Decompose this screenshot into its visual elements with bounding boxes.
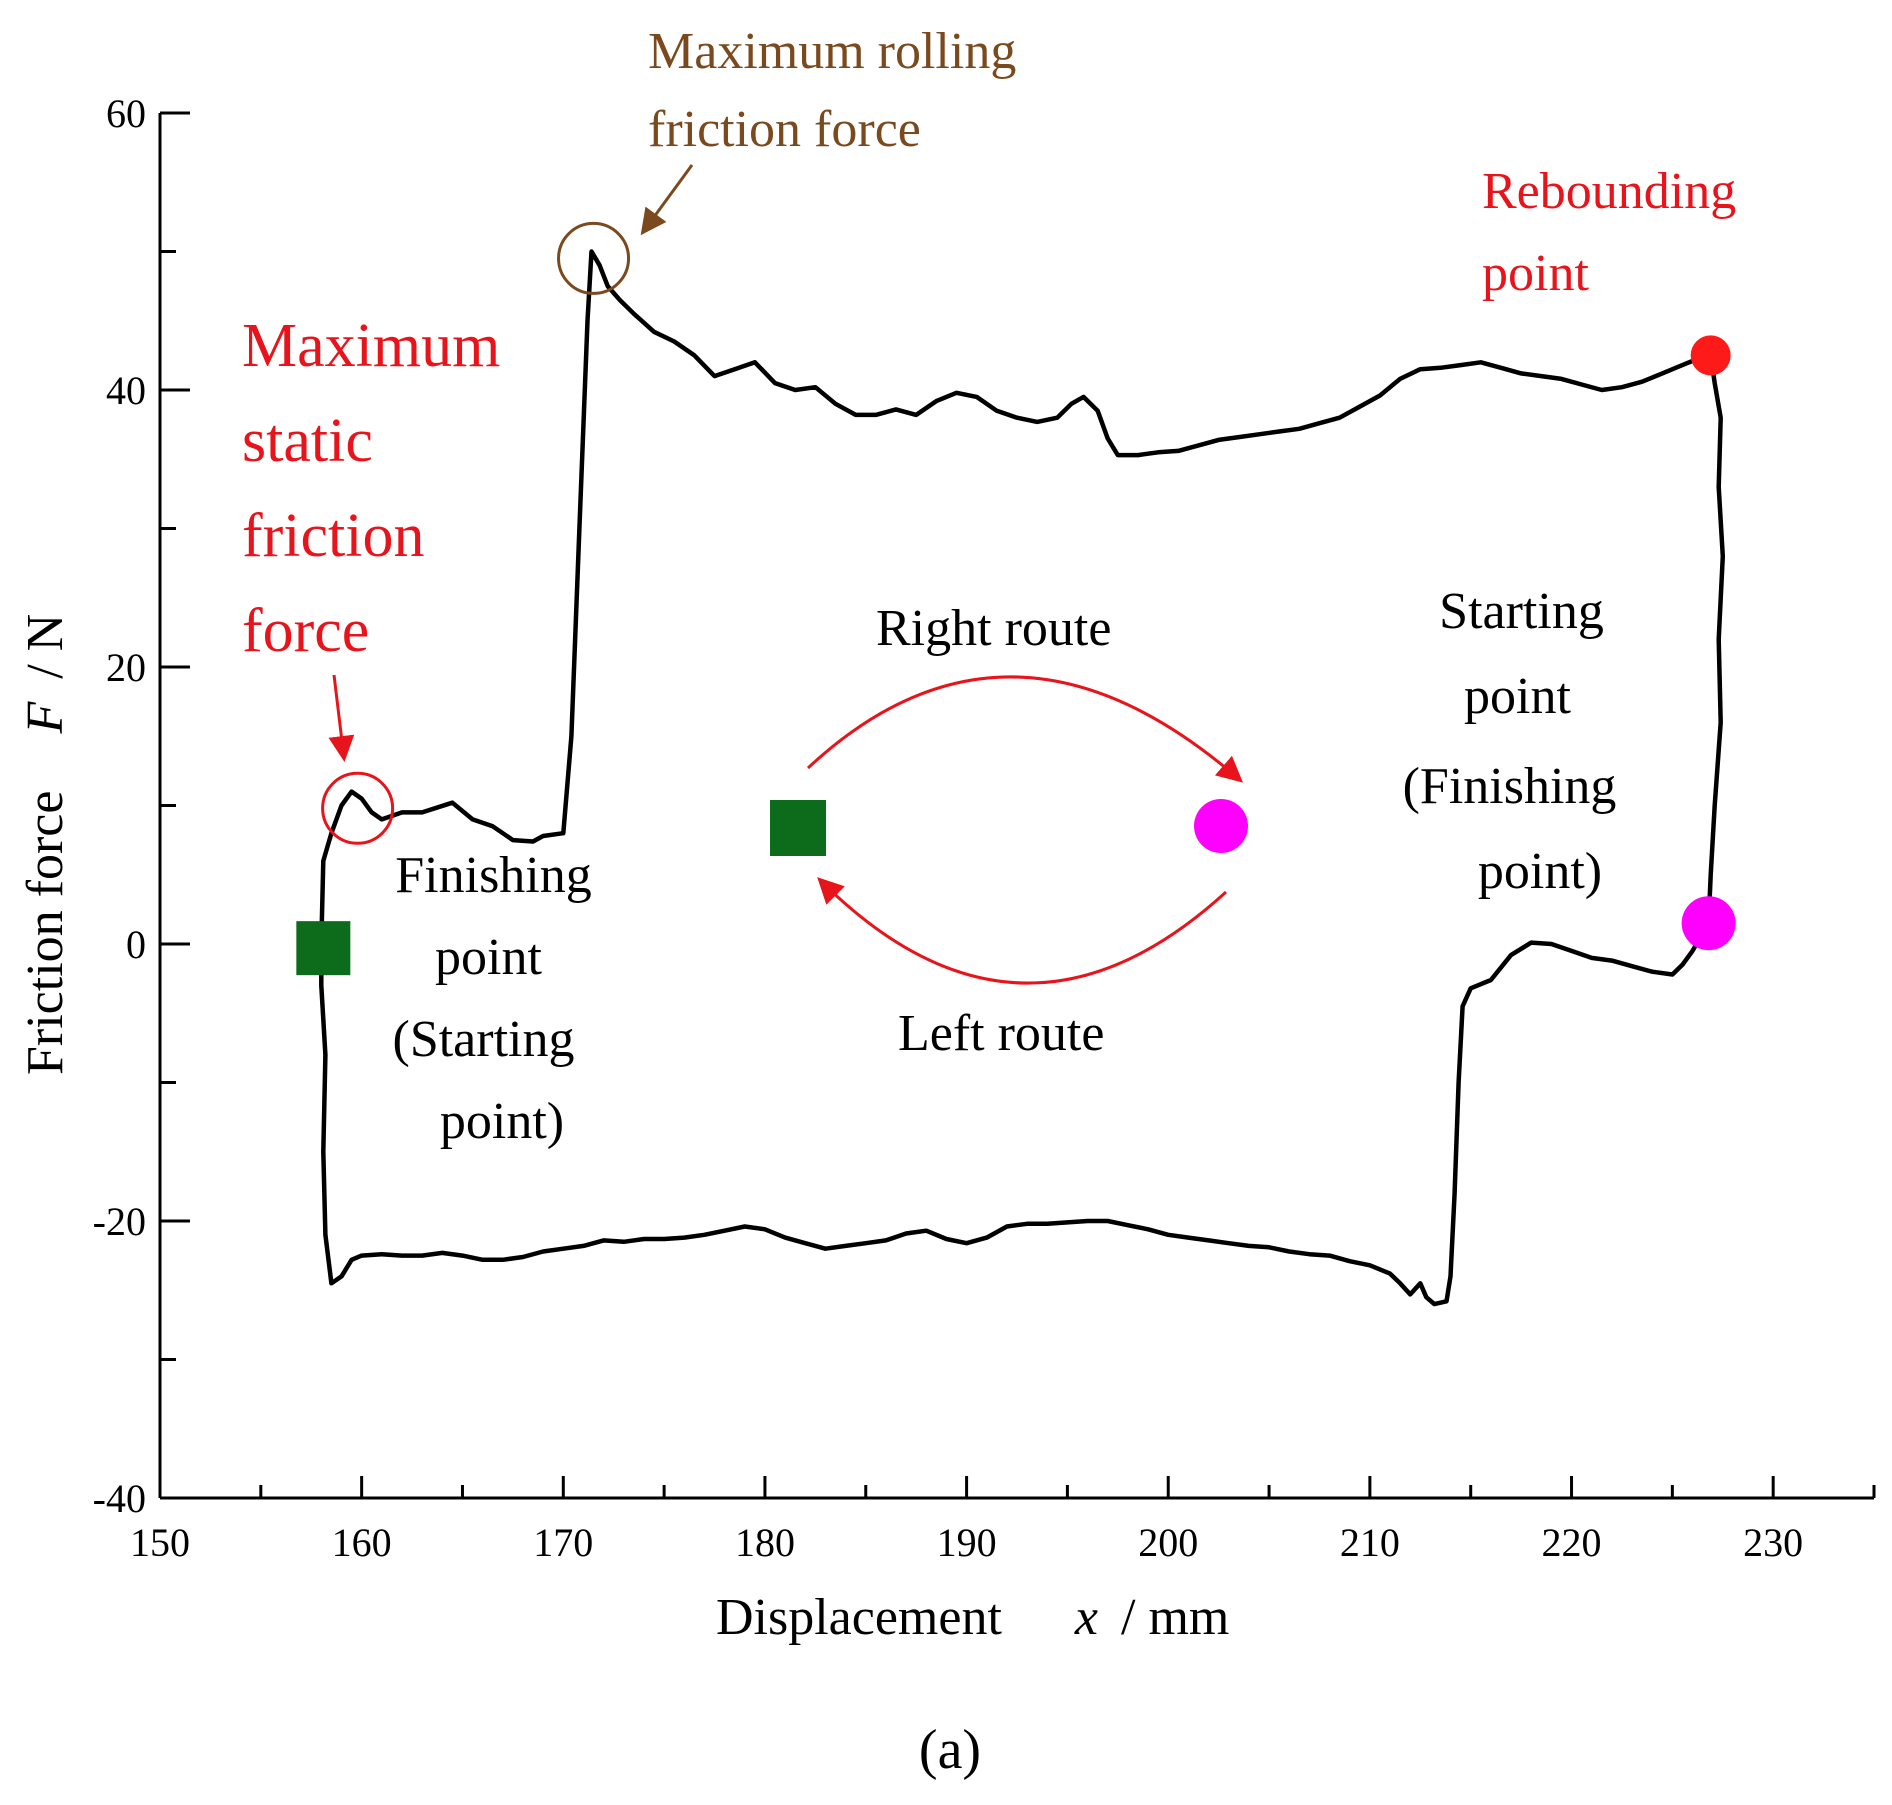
x-tick-label: 210 (1340, 1520, 1400, 1565)
y-ticks: -40 -20 0 20 40 60 (93, 91, 190, 1521)
route-diagram: Right route Left route (770, 600, 1248, 1062)
max-rolling-circle (557, 221, 631, 295)
x-tick-label: 200 (1138, 1520, 1198, 1565)
starting-line1: Starting (1439, 583, 1604, 640)
route-square-icon (770, 800, 826, 856)
rebounding-dot (1690, 335, 1731, 376)
point-markers (296, 335, 1736, 976)
max-static-line4: force (242, 597, 369, 665)
left-route-arrow (817, 877, 1228, 985)
y-tick-label: -40 (93, 1476, 146, 1521)
max-static-circle (321, 771, 395, 845)
finishing-line4: point) (440, 1093, 564, 1150)
starting-line2: point (1464, 668, 1571, 725)
x-tick-label: 150 (130, 1520, 190, 1565)
route-circle-icon (1194, 799, 1248, 853)
x-axis-var: x (1074, 1589, 1098, 1646)
x-tick-label: 220 (1542, 1520, 1602, 1565)
max-static-line1: Maximum (242, 312, 500, 380)
finishing-label: Finishing point (Starting point) (393, 847, 605, 1150)
x-tick-label: 180 (735, 1520, 795, 1565)
left-route-label: Left route (898, 1005, 1104, 1062)
x-ticks: 150 160 170 180 190 200 210 220 230 (130, 1476, 1876, 1565)
rebounding-line1: Rebounding (1482, 163, 1736, 220)
right-route-label: Right route (876, 600, 1111, 657)
max-static-label: Maximum static friction force (242, 312, 516, 665)
max-rolling-arrow (640, 164, 694, 236)
max-static-line2: static (242, 407, 373, 475)
starting-dot (1681, 896, 1736, 951)
y-tick-label: 0 (126, 922, 146, 967)
right-route-arrow (806, 675, 1244, 783)
rebounding-label: Rebounding point (1482, 163, 1749, 302)
starting-line3: (Finishing (1403, 758, 1617, 815)
highlight-circles (321, 221, 631, 845)
series-line (319, 249, 1726, 1307)
x-axis-label: Displacement (716, 1589, 1002, 1646)
y-tick-label: 60 (106, 91, 146, 136)
finishing-line3: (Starting (393, 1011, 575, 1068)
y-tick-label: 40 (106, 368, 146, 413)
x-tick-label: 160 (332, 1520, 392, 1565)
max-static-line3: friction (242, 502, 425, 570)
x-tick-label: 170 (533, 1520, 593, 1565)
starting-line4: point) (1478, 843, 1602, 900)
finishing-square (296, 921, 351, 976)
figure-caption: (a) (919, 1719, 981, 1781)
x-tick-label: 230 (1743, 1520, 1803, 1565)
max-rolling-line1: Maximum rolling (648, 23, 1016, 80)
finishing-line1: Finishing (395, 847, 592, 904)
max-static-arrow (328, 674, 355, 762)
max-rolling-line2: friction force (648, 101, 921, 158)
x-axis-unit: / mm (1121, 1589, 1229, 1646)
y-axis-label: Friction force (17, 791, 74, 1075)
y-tick-label: 20 (106, 645, 146, 690)
axes: 150 160 170 180 190 200 210 220 230 -40 -20 0 20 40 6… (93, 91, 1876, 1565)
y-axis-var: F (17, 701, 74, 735)
y-tick-label: -20 (93, 1199, 146, 1244)
max-rolling-label: Maximum rolling friction force (648, 23, 1029, 158)
rebounding-line2: point (1482, 245, 1589, 302)
x-axis-title: Displacement x / mm (716, 1589, 1229, 1646)
y-axis-unit: / N (17, 614, 74, 679)
starting-label: Starting point (Finishing point) (1403, 583, 1630, 900)
x-tick-label: 190 (937, 1520, 997, 1565)
y-axis-title: Friction force F / N (17, 614, 74, 1075)
finishing-line2: point (435, 929, 542, 986)
